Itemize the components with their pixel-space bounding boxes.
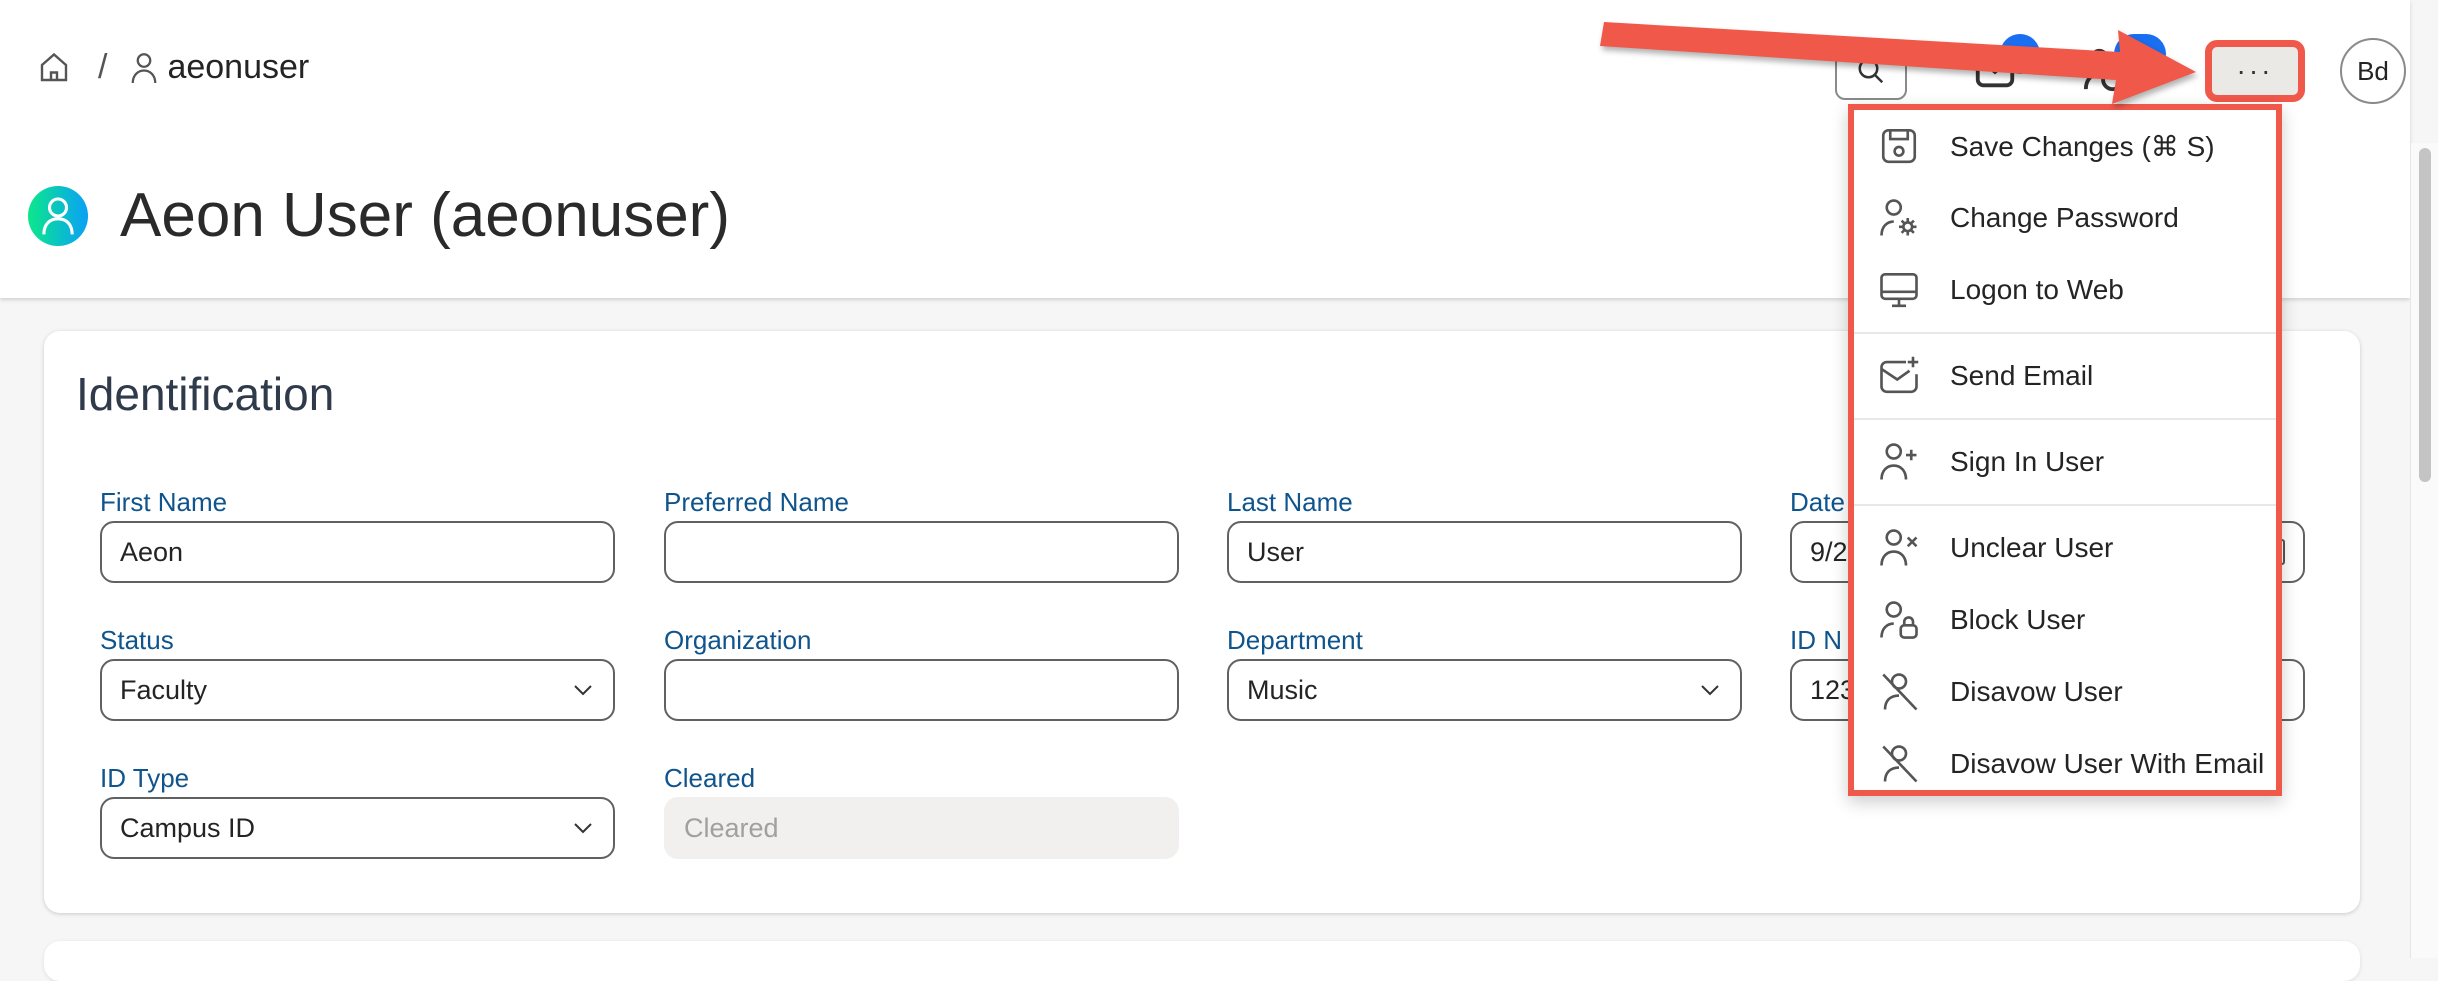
menu-item-label: Disavow User With Email xyxy=(1950,748,2265,779)
user-slash-icon xyxy=(1882,745,1918,783)
date-label: Date xyxy=(1790,487,1845,517)
id-number-label: ID N xyxy=(1790,625,1842,655)
user-clock-button[interactable] xyxy=(2070,34,2166,100)
menu-item-label: Logon to Web xyxy=(1950,274,2124,305)
status-value: Faculty xyxy=(120,674,208,705)
menu-item-block-user[interactable]: Block User xyxy=(1854,584,2276,656)
page-title: Aeon User (aeonuser) xyxy=(120,181,730,250)
first-name-value: Aeon xyxy=(120,536,184,567)
ellipsis-icon: ··· xyxy=(2236,55,2274,86)
mail-button[interactable] xyxy=(1960,34,2040,100)
department-value: Music xyxy=(1247,674,1318,705)
menu-item-label: Change Password xyxy=(1950,202,2179,233)
first-name-field: First Name Aeon xyxy=(100,487,615,583)
status-select[interactable]: Faculty xyxy=(100,659,615,721)
menu-item-label: Sign In User xyxy=(1950,446,2105,477)
last-name-value: User xyxy=(1247,536,1305,567)
scrollbar[interactable] xyxy=(2410,143,2438,958)
department-select[interactable]: Music xyxy=(1227,659,1742,721)
id-type-field: ID Type Campus ID xyxy=(100,763,615,859)
menu-item-unclear-user[interactable]: Unclear User xyxy=(1854,512,2276,584)
next-card xyxy=(44,941,2360,981)
menu-item-logon-to-web[interactable]: Logon to Web xyxy=(1854,254,2276,326)
user-icon xyxy=(132,52,157,83)
first-name-label: First Name xyxy=(100,487,228,517)
menu-item-save-changes[interactable]: Save Changes (⌘ S) xyxy=(1854,110,2276,182)
preferred-name-label: Preferred Name xyxy=(664,487,849,517)
status-field: Status Faculty xyxy=(100,625,615,721)
status-label: Status xyxy=(100,625,174,655)
department-label: Department xyxy=(1227,625,1363,655)
organization-input[interactable] xyxy=(664,659,1179,721)
id-type-label: ID Type xyxy=(100,763,190,793)
menu-item-label: Block User xyxy=(1950,604,2086,635)
breadcrumb-user[interactable]: aeonuser xyxy=(167,48,310,86)
search-button[interactable] xyxy=(1835,42,1907,100)
more-actions-button[interactable]: ··· xyxy=(2205,40,2305,102)
cleared-value: Cleared xyxy=(684,812,779,843)
chevron-down-icon xyxy=(574,823,592,834)
save-icon xyxy=(1881,128,1917,164)
clock-badge xyxy=(2114,34,2166,74)
user-x-icon xyxy=(1880,529,1918,566)
monitor-icon xyxy=(1880,272,1918,308)
user-avatar-icon xyxy=(28,185,88,246)
search-icon xyxy=(1858,58,1884,84)
mail-add-icon xyxy=(1880,356,1919,394)
last-name-label: Last Name xyxy=(1227,487,1353,517)
first-name-input[interactable]: Aeon xyxy=(100,521,615,583)
menu-divider xyxy=(1854,504,2276,506)
breadcrumb-separator: / xyxy=(98,48,108,86)
home-icon[interactable] xyxy=(36,50,72,86)
cleared-input: Cleared xyxy=(664,797,1179,859)
account-avatar[interactable]: Bd xyxy=(2340,38,2406,104)
scrollbar-thumb[interactable] xyxy=(2419,148,2431,482)
last-name-field: Last Name User xyxy=(1227,487,1742,583)
mail-badge xyxy=(2000,34,2040,74)
user-lock-icon xyxy=(1880,601,1918,639)
menu-item-label: Disavow User xyxy=(1950,676,2123,707)
menu-item-sign-in-user[interactable]: Sign In User xyxy=(1854,426,2276,498)
id-number-value: 123 xyxy=(1810,674,1856,705)
menu-item-label: Send Email xyxy=(1950,360,2094,391)
date-value: 9/2 xyxy=(1810,536,1848,567)
menu-divider xyxy=(1854,418,2276,420)
organization-label: Organization xyxy=(664,625,812,655)
cleared-field: Cleared Cleared xyxy=(664,763,1179,859)
breadcrumb: / aeonuser xyxy=(36,48,309,87)
user-gear-icon xyxy=(1880,199,1917,236)
last-name-input[interactable]: User xyxy=(1227,521,1742,583)
id-type-select[interactable]: Campus ID xyxy=(100,797,615,859)
menu-item-disavow-user-with-email[interactable]: Disavow User With Email xyxy=(1854,728,2276,800)
menu-divider xyxy=(1854,332,2276,334)
user-add-icon xyxy=(1880,443,1917,480)
menu-item-change-password[interactable]: Change Password xyxy=(1854,182,2276,254)
chevron-down-icon xyxy=(1701,685,1719,696)
user-slash-icon xyxy=(1882,673,1918,711)
preferred-name-field: Preferred Name xyxy=(664,487,1179,583)
id-type-value: Campus ID xyxy=(120,812,256,843)
menu-item-label: Save Changes (⌘ S) xyxy=(1950,130,2215,162)
menu-item-send-email[interactable]: Send Email xyxy=(1854,340,2276,412)
organization-field: Organization xyxy=(664,625,1179,721)
chevron-down-icon xyxy=(574,685,592,696)
menu-item-disavow-user[interactable]: Disavow User xyxy=(1854,656,2276,728)
more-actions-menu: Save Changes (⌘ S) Change Password Logon… xyxy=(1848,104,2282,796)
menu-item-label: Unclear User xyxy=(1950,532,2114,563)
department-field: Department Music xyxy=(1227,625,1742,721)
preferred-name-input[interactable] xyxy=(664,521,1179,583)
section-title: Identification xyxy=(76,368,335,420)
cleared-label: Cleared xyxy=(664,763,756,793)
